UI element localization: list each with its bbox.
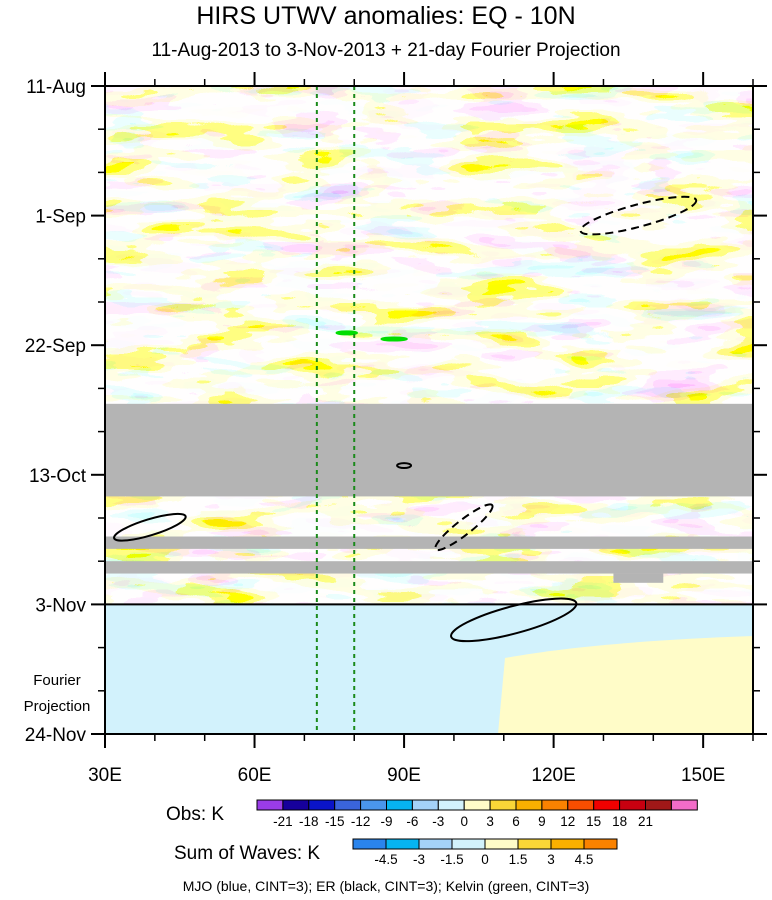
- obs-colorbar-tick-label: -12: [351, 814, 371, 829]
- obs-colorbar-tick-label: 12: [560, 814, 575, 829]
- projection-label: Fourier: [33, 672, 81, 689]
- x-tick-label: 60E: [238, 765, 272, 786]
- waves-colorbar-tick-label: 0: [481, 852, 489, 867]
- x-tick-label: 90E: [387, 765, 421, 786]
- missing-data-band: [105, 403, 753, 497]
- kelvin-contour-positive: [380, 336, 408, 342]
- waves-colorbar-tick-label: -1.5: [440, 852, 463, 867]
- missing-data-band: [105, 536, 753, 549]
- obs-colorbar-swatch: [645, 799, 672, 811]
- projection-warm-region: [498, 636, 753, 734]
- obs-colorbar-tick-label: 3: [486, 814, 494, 829]
- obs-colorbar-swatch: [515, 799, 543, 811]
- obs-colorbar-swatch: [619, 799, 646, 811]
- waves-colorbar-tick-label: 4.5: [575, 852, 594, 867]
- obs-colorbar-label: Obs: K: [166, 804, 225, 825]
- er-contour-positive: [450, 597, 578, 643]
- obs-colorbar-tick-label: -15: [325, 814, 345, 829]
- missing-data-patch: [613, 573, 664, 583]
- plot-frame: [104, 85, 754, 735]
- waves-colorbar-tick-label: 3: [547, 852, 555, 867]
- waves-colorbar-swatch: [550, 838, 585, 850]
- y-tick-label: 22-Sep: [25, 336, 86, 357]
- obs-colorbar-tick-label: 9: [538, 814, 546, 829]
- x-tick-label: 150E: [681, 765, 725, 786]
- obs-colorbar-tick-label: 21: [638, 814, 653, 829]
- obs-colorbar-tick-label: -21: [273, 814, 293, 829]
- waves-colorbar-label: Sum of Waves: K: [174, 843, 321, 864]
- obs-colorbar-tick-label: 6: [512, 814, 520, 829]
- waves-colorbar-swatch: [583, 838, 618, 850]
- waves-colorbar-swatch: [352, 838, 387, 850]
- chart-subtitle: 11-Aug-2013 to 3-Nov-2013 + 21-day Fouri…: [151, 40, 621, 61]
- y-tick-label: 3-Nov: [35, 595, 86, 616]
- obs-colorbar-tick-label: -18: [299, 814, 319, 829]
- waves-colorbar-tick-label: -4.5: [374, 852, 397, 867]
- er-contour-negative: [579, 195, 698, 236]
- obs-colorbar-tick-label: -9: [380, 814, 392, 829]
- waves-colorbar-swatch: [517, 838, 552, 850]
- obs-colorbar-swatch: [541, 799, 569, 811]
- obs-colorbar-tick-label: 18: [612, 814, 627, 829]
- waves-colorbar-tick-label: -3: [413, 852, 425, 867]
- waves-colorbar-swatch: [385, 838, 420, 850]
- er-contour-positive: [113, 512, 187, 542]
- obs-colorbar-swatch: [282, 799, 310, 811]
- y-tick-label: 1-Sep: [35, 207, 86, 228]
- x-tick-label: 120E: [531, 765, 575, 786]
- obs-colorbar-swatch: [411, 799, 439, 811]
- waves-colorbar-swatch: [418, 838, 453, 850]
- missing-data-band: [105, 561, 753, 574]
- anomaly-field: [105, 86, 753, 606]
- obs-colorbar-swatch: [489, 799, 517, 811]
- kelvin-contour-positive: [335, 330, 358, 336]
- obs-colorbar-swatch: [308, 799, 336, 811]
- projection-label: Projection: [24, 698, 91, 715]
- y-tick-label: 11-Aug: [26, 77, 86, 98]
- obs-colorbar-tick-label: 0: [460, 814, 468, 829]
- obs-colorbar-tick-label: -6: [406, 814, 418, 829]
- obs-colorbar-tick-label: 15: [586, 814, 601, 829]
- obs-colorbar-swatch: [437, 799, 465, 811]
- waves-colorbar-swatch: [484, 838, 519, 850]
- er-contour-negative: [434, 503, 494, 552]
- y-tick-label: 13-Oct: [29, 466, 87, 487]
- obs-colorbar-swatch: [567, 799, 595, 811]
- obs-colorbar-swatch: [386, 799, 413, 811]
- obs-colorbar-swatch: [256, 799, 284, 811]
- obs-colorbar-swatch: [593, 799, 621, 811]
- obs-colorbar-swatch: [670, 799, 698, 811]
- y-tick-label: 24-Nov: [25, 725, 87, 746]
- chart-title: HIRS UTWV anomalies: EQ - 10N: [196, 2, 576, 30]
- obs-colorbar-swatch: [463, 799, 491, 811]
- waves-colorbar-swatch: [451, 838, 486, 850]
- obs-colorbar-swatch: [360, 799, 388, 811]
- obs-colorbar-tick-label: -3: [432, 814, 444, 829]
- er-contour-positive: [396, 462, 413, 470]
- obs-colorbar-swatch: [334, 799, 362, 811]
- x-tick-label: 30E: [88, 765, 122, 786]
- contour-legend: MJO (blue, CINT=3); ER (black, CINT=3); …: [182, 878, 590, 894]
- waves-colorbar-tick-label: 1.5: [509, 852, 528, 867]
